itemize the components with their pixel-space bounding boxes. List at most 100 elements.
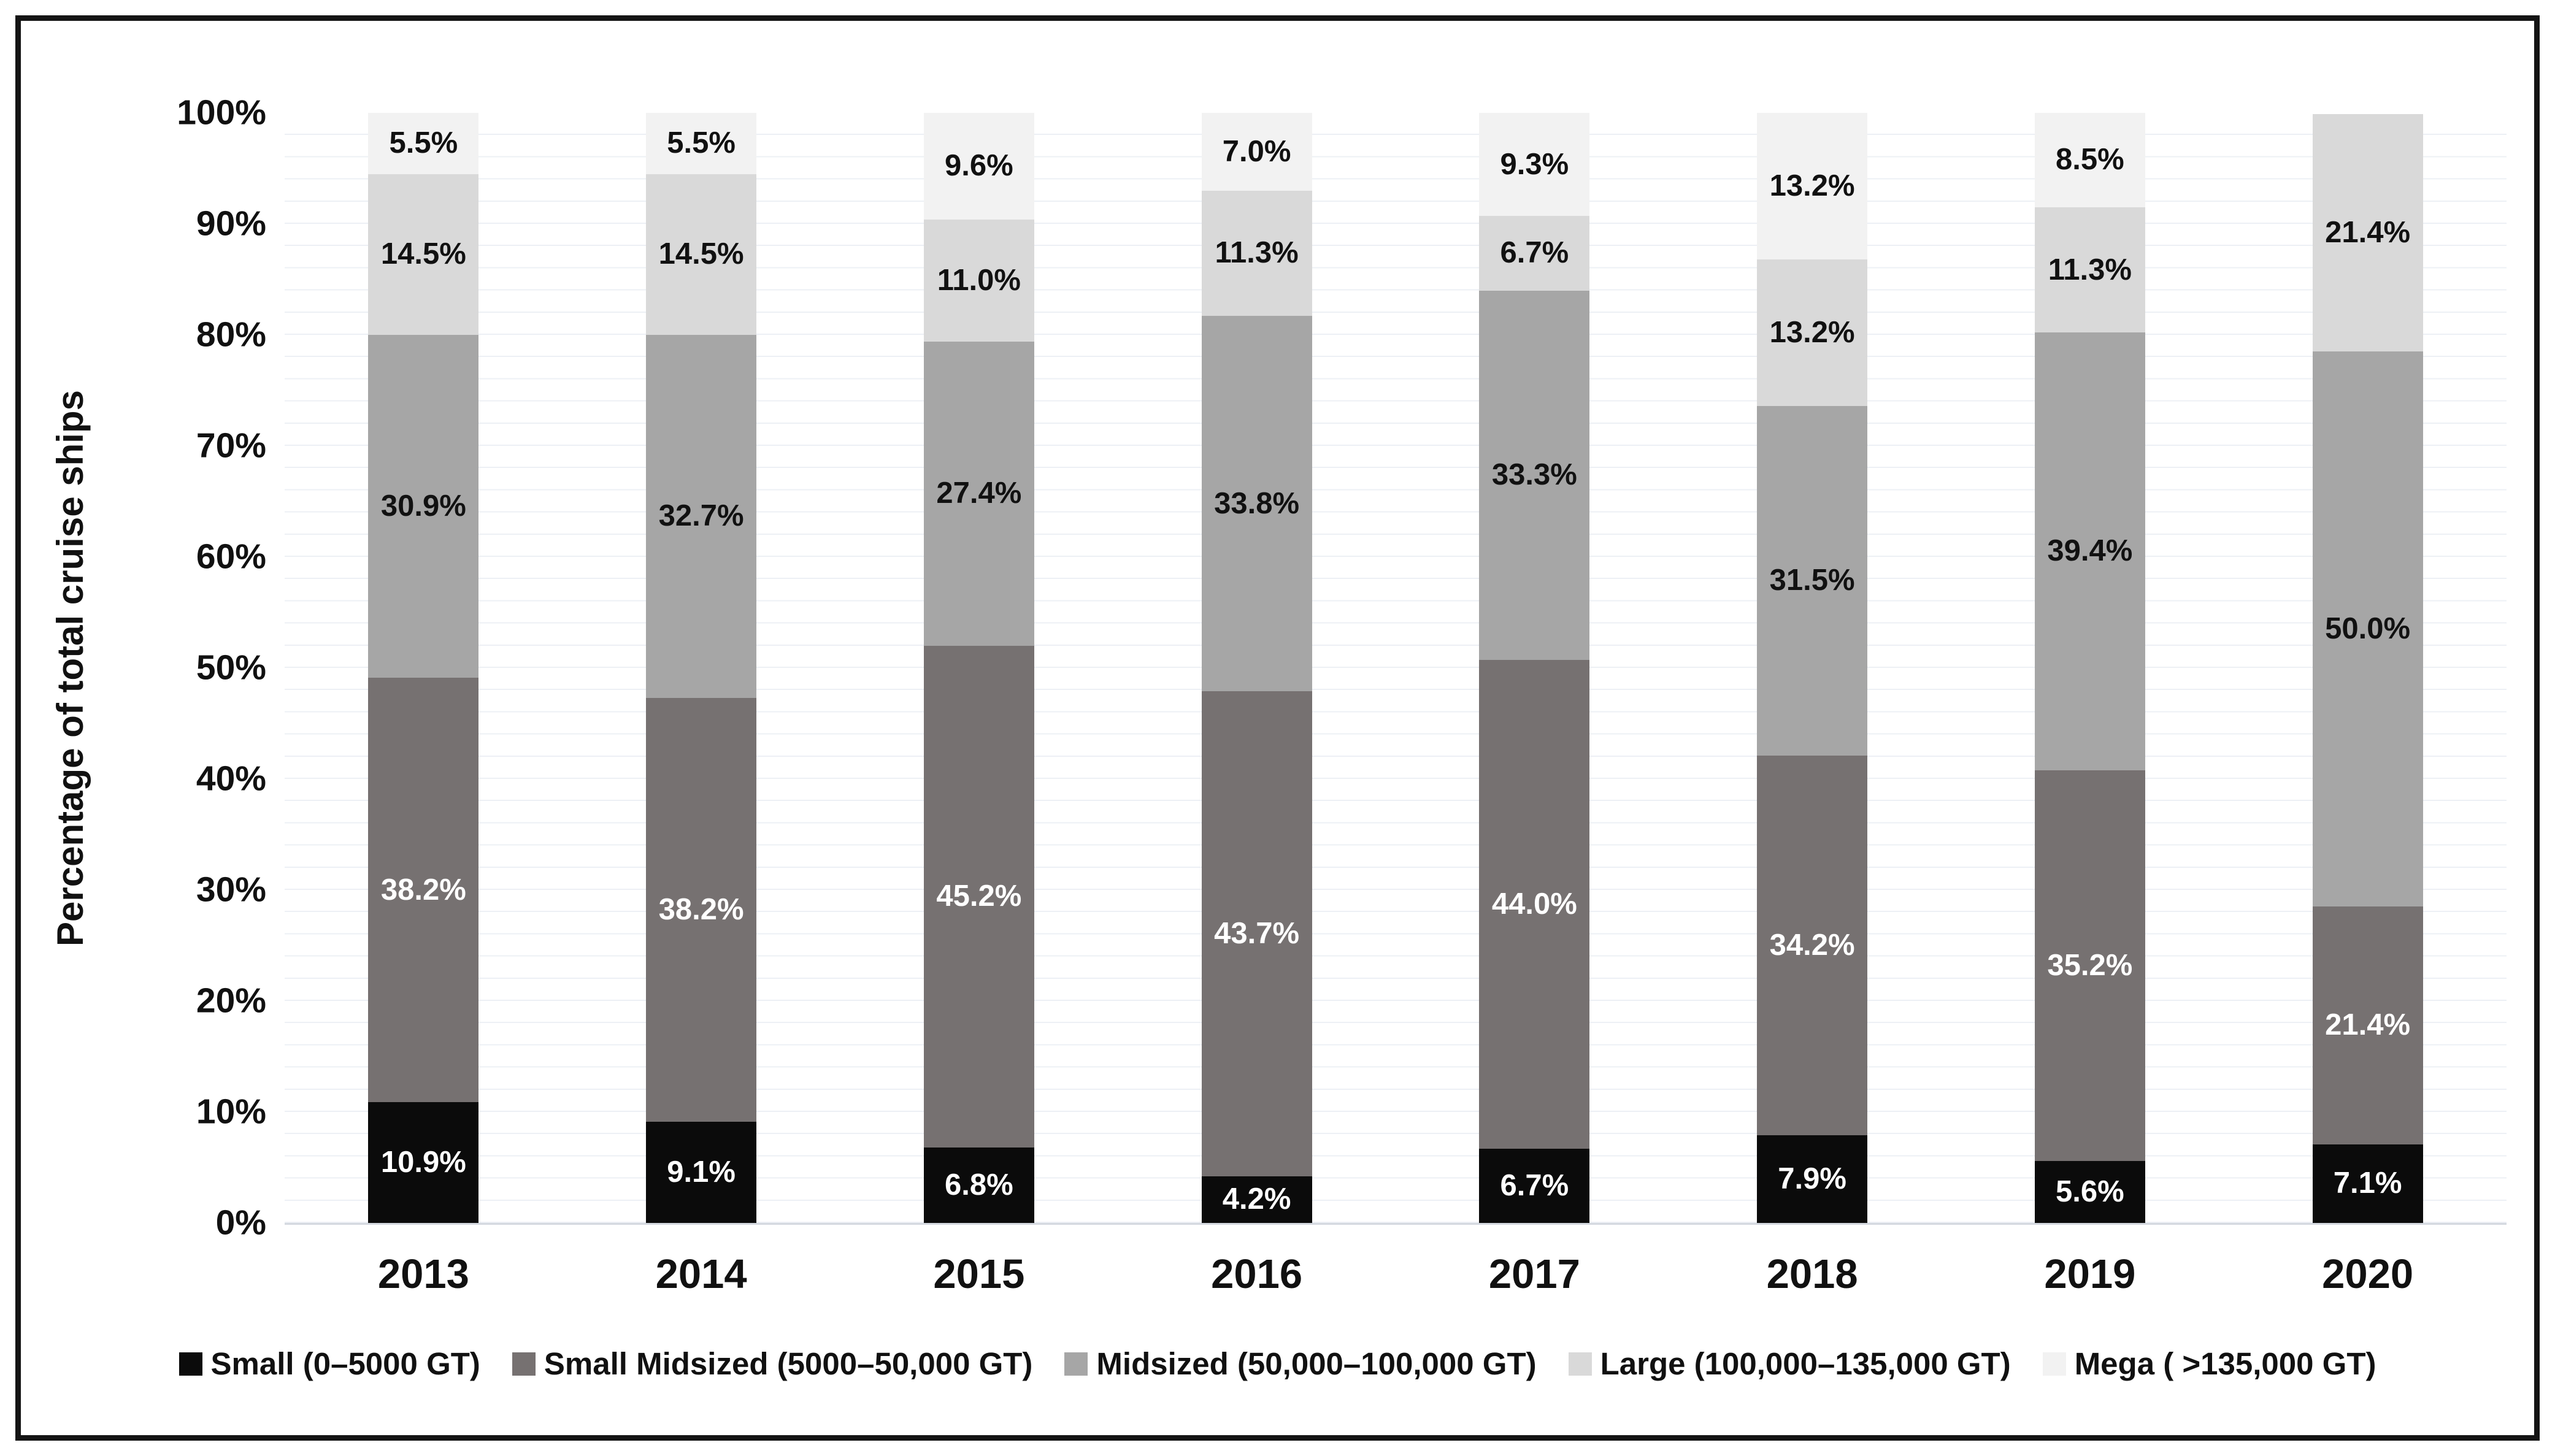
x-tick-label: 2019 [2044, 1251, 2136, 1297]
data-label: 11.3% [1215, 236, 1299, 270]
stacked-bar-2014: 9.1% 38.2% 32.7% 14.5% 5.5% [646, 113, 757, 1223]
data-label: 6.8% [945, 1168, 1013, 1201]
x-tick-label: 2014 [655, 1251, 747, 1297]
data-label: 5.6% [2056, 1174, 2124, 1208]
data-label: 7.1% [2333, 1167, 2402, 1200]
data-label: 21.4% [2325, 1008, 2411, 1042]
data-label: 14.5% [380, 237, 466, 271]
bar-segment: 21.4% [2312, 906, 2423, 1144]
legend-label: Midsized (50,000–100,000 GT) [1096, 1346, 1537, 1381]
data-label: 4.2% [1222, 1182, 1291, 1216]
y-axis-title-text: Percentage of total cruise ships [49, 389, 91, 946]
bar-slot: 7.1% 21.4% 50.0% 21.4% [2229, 113, 2507, 1223]
legend-item: Large (100,000–135,000 GT) [1568, 1346, 2011, 1382]
legend-swatch [1064, 1352, 1088, 1376]
bar-segment: 10.9% [368, 1102, 479, 1223]
bar-segment: 11.3% [1201, 190, 1312, 316]
x-tick-label: 2018 [1766, 1251, 1858, 1297]
bar-segment: 9.6% [923, 113, 1034, 220]
bar-segment: 6.7% [1479, 1148, 1590, 1223]
bar-segment: 34.2% [1757, 756, 1868, 1136]
stacked-bar-2017: 6.7% 44.0% 33.3% 6.7% 9.3% [1479, 113, 1590, 1223]
legend-item: Small (0–5000 GT) [179, 1346, 480, 1382]
legend-label: Small Midsized (5000–50,000 GT) [544, 1346, 1033, 1381]
stacked-bar-2015: 6.8% 45.2% 27.4% 11.0% 9.6% [923, 113, 1034, 1223]
bar-segment: 50.0% [2312, 351, 2423, 907]
data-label: 13.2% [1769, 315, 1855, 349]
stacked-bar-2020: 7.1% 21.4% 50.0% 21.4% [2312, 113, 2423, 1223]
bar-segment: 43.7% [1201, 691, 1312, 1176]
y-tick-label: 60% [196, 537, 266, 577]
y-tick-label: 20% [196, 981, 266, 1021]
legend-item: Small Midsized (5000–50,000 GT) [512, 1346, 1033, 1382]
bar-segment: 7.9% [1757, 1135, 1868, 1223]
bar-segment: 13.2% [1757, 113, 1868, 259]
bar-segment: 30.9% [368, 335, 479, 678]
data-label: 44.0% [1491, 887, 1577, 921]
data-label: 45.2% [936, 879, 1022, 913]
y-tick-label: 0% [215, 1203, 266, 1243]
bar-segment: 9.1% [646, 1122, 757, 1223]
bar-slot: 4.2% 43.7% 33.8% 11.3% 7.0% [1118, 113, 1396, 1223]
bar-segment: 7.1% [2312, 1144, 2423, 1223]
x-axis: 2013 2014 2015 2016 2017 2018 2019 2020 [285, 1251, 2507, 1306]
bar-segment: 7.0% [1201, 113, 1312, 191]
legend-swatch [1568, 1352, 1592, 1376]
data-label: 11.0% [937, 263, 1021, 297]
data-label: 50.0% [2325, 612, 2411, 646]
y-tick-label: 70% [196, 426, 266, 466]
data-label: 13.2% [1769, 169, 1855, 202]
bar-segment: 14.5% [368, 174, 479, 335]
bar-segment: 5.6% [2034, 1160, 2145, 1223]
y-tick-label: 100% [177, 93, 266, 132]
stacked-bar-2016: 4.2% 43.7% 33.8% 11.3% 7.0% [1201, 113, 1312, 1223]
bar-segment: 33.3% [1479, 290, 1590, 661]
data-label: 43.7% [1214, 917, 1300, 950]
bar-segment: 13.2% [1757, 259, 1868, 406]
stacked-bar-2019: 5.6% 35.2% 39.4% 11.3% 8.5% [2034, 113, 2145, 1223]
bar-segment: 33.8% [1201, 316, 1312, 692]
data-label: 27.4% [936, 477, 1022, 510]
legend-label: Mega ( >135,000 GT) [2074, 1346, 2376, 1381]
data-label: 39.4% [2047, 534, 2133, 568]
bar-slot: 5.6% 35.2% 39.4% 11.3% 8.5% [1951, 113, 2229, 1223]
data-label: 7.9% [1778, 1162, 1846, 1195]
x-tick-label: 2013 [377, 1251, 469, 1297]
bar-slot: 10.9% 38.2% 30.9% 14.5% 5.5% [285, 113, 563, 1223]
data-label: 34.2% [1769, 929, 1855, 962]
y-tick-label: 40% [196, 759, 266, 799]
bar-segment: 38.2% [368, 678, 479, 1102]
data-label: 33.3% [1491, 458, 1577, 492]
bar-segment: 38.2% [646, 697, 757, 1122]
x-tick-label: 2020 [2322, 1251, 2414, 1297]
x-tick-label: 2016 [1211, 1251, 1303, 1297]
legend: Small (0–5000 GT) Small Midsized (5000–50… [21, 1346, 2534, 1382]
legend-swatch [2042, 1352, 2066, 1376]
y-tick-label: 90% [196, 204, 266, 243]
data-label: 21.4% [2325, 216, 2411, 249]
y-axis-title: Percentage of total cruise ships [39, 113, 101, 1223]
bar-slot: 9.1% 38.2% 32.7% 14.5% 5.5% [563, 113, 840, 1223]
bar-segment: 5.5% [368, 113, 479, 174]
bar-slot: 7.9% 34.2% 31.5% 13.2% 13.2% [1673, 113, 1951, 1223]
data-label: 31.5% [1769, 564, 1855, 597]
bar-segment: 21.4% [2312, 113, 2423, 352]
bar-segment: 45.2% [923, 645, 1034, 1148]
bar-segment: 31.5% [1757, 405, 1868, 756]
bar-segment: 39.4% [2034, 332, 2145, 770]
y-axis: 0% 10% 20% 30% 40% 50% 60% 70% 80% 90% 100% [94, 95, 266, 1240]
data-label: 35.2% [2047, 948, 2133, 982]
bar-slot: 6.7% 44.0% 33.3% 6.7% 9.3% [1396, 113, 1673, 1223]
legend-swatch [512, 1352, 536, 1376]
data-label: 6.7% [1500, 236, 1569, 270]
y-tick-label: 80% [196, 315, 266, 354]
data-label: 32.7% [658, 499, 744, 533]
bar-segment: 9.3% [1479, 113, 1590, 216]
bar-segment: 4.2% [1201, 1176, 1312, 1223]
data-label: 6.7% [1500, 1168, 1569, 1202]
data-label: 10.9% [380, 1145, 466, 1179]
data-label: 8.5% [2056, 143, 2124, 177]
bar-segment: 11.3% [2034, 207, 2145, 333]
data-label: 30.9% [380, 489, 466, 523]
x-tick-label: 2015 [933, 1251, 1025, 1297]
